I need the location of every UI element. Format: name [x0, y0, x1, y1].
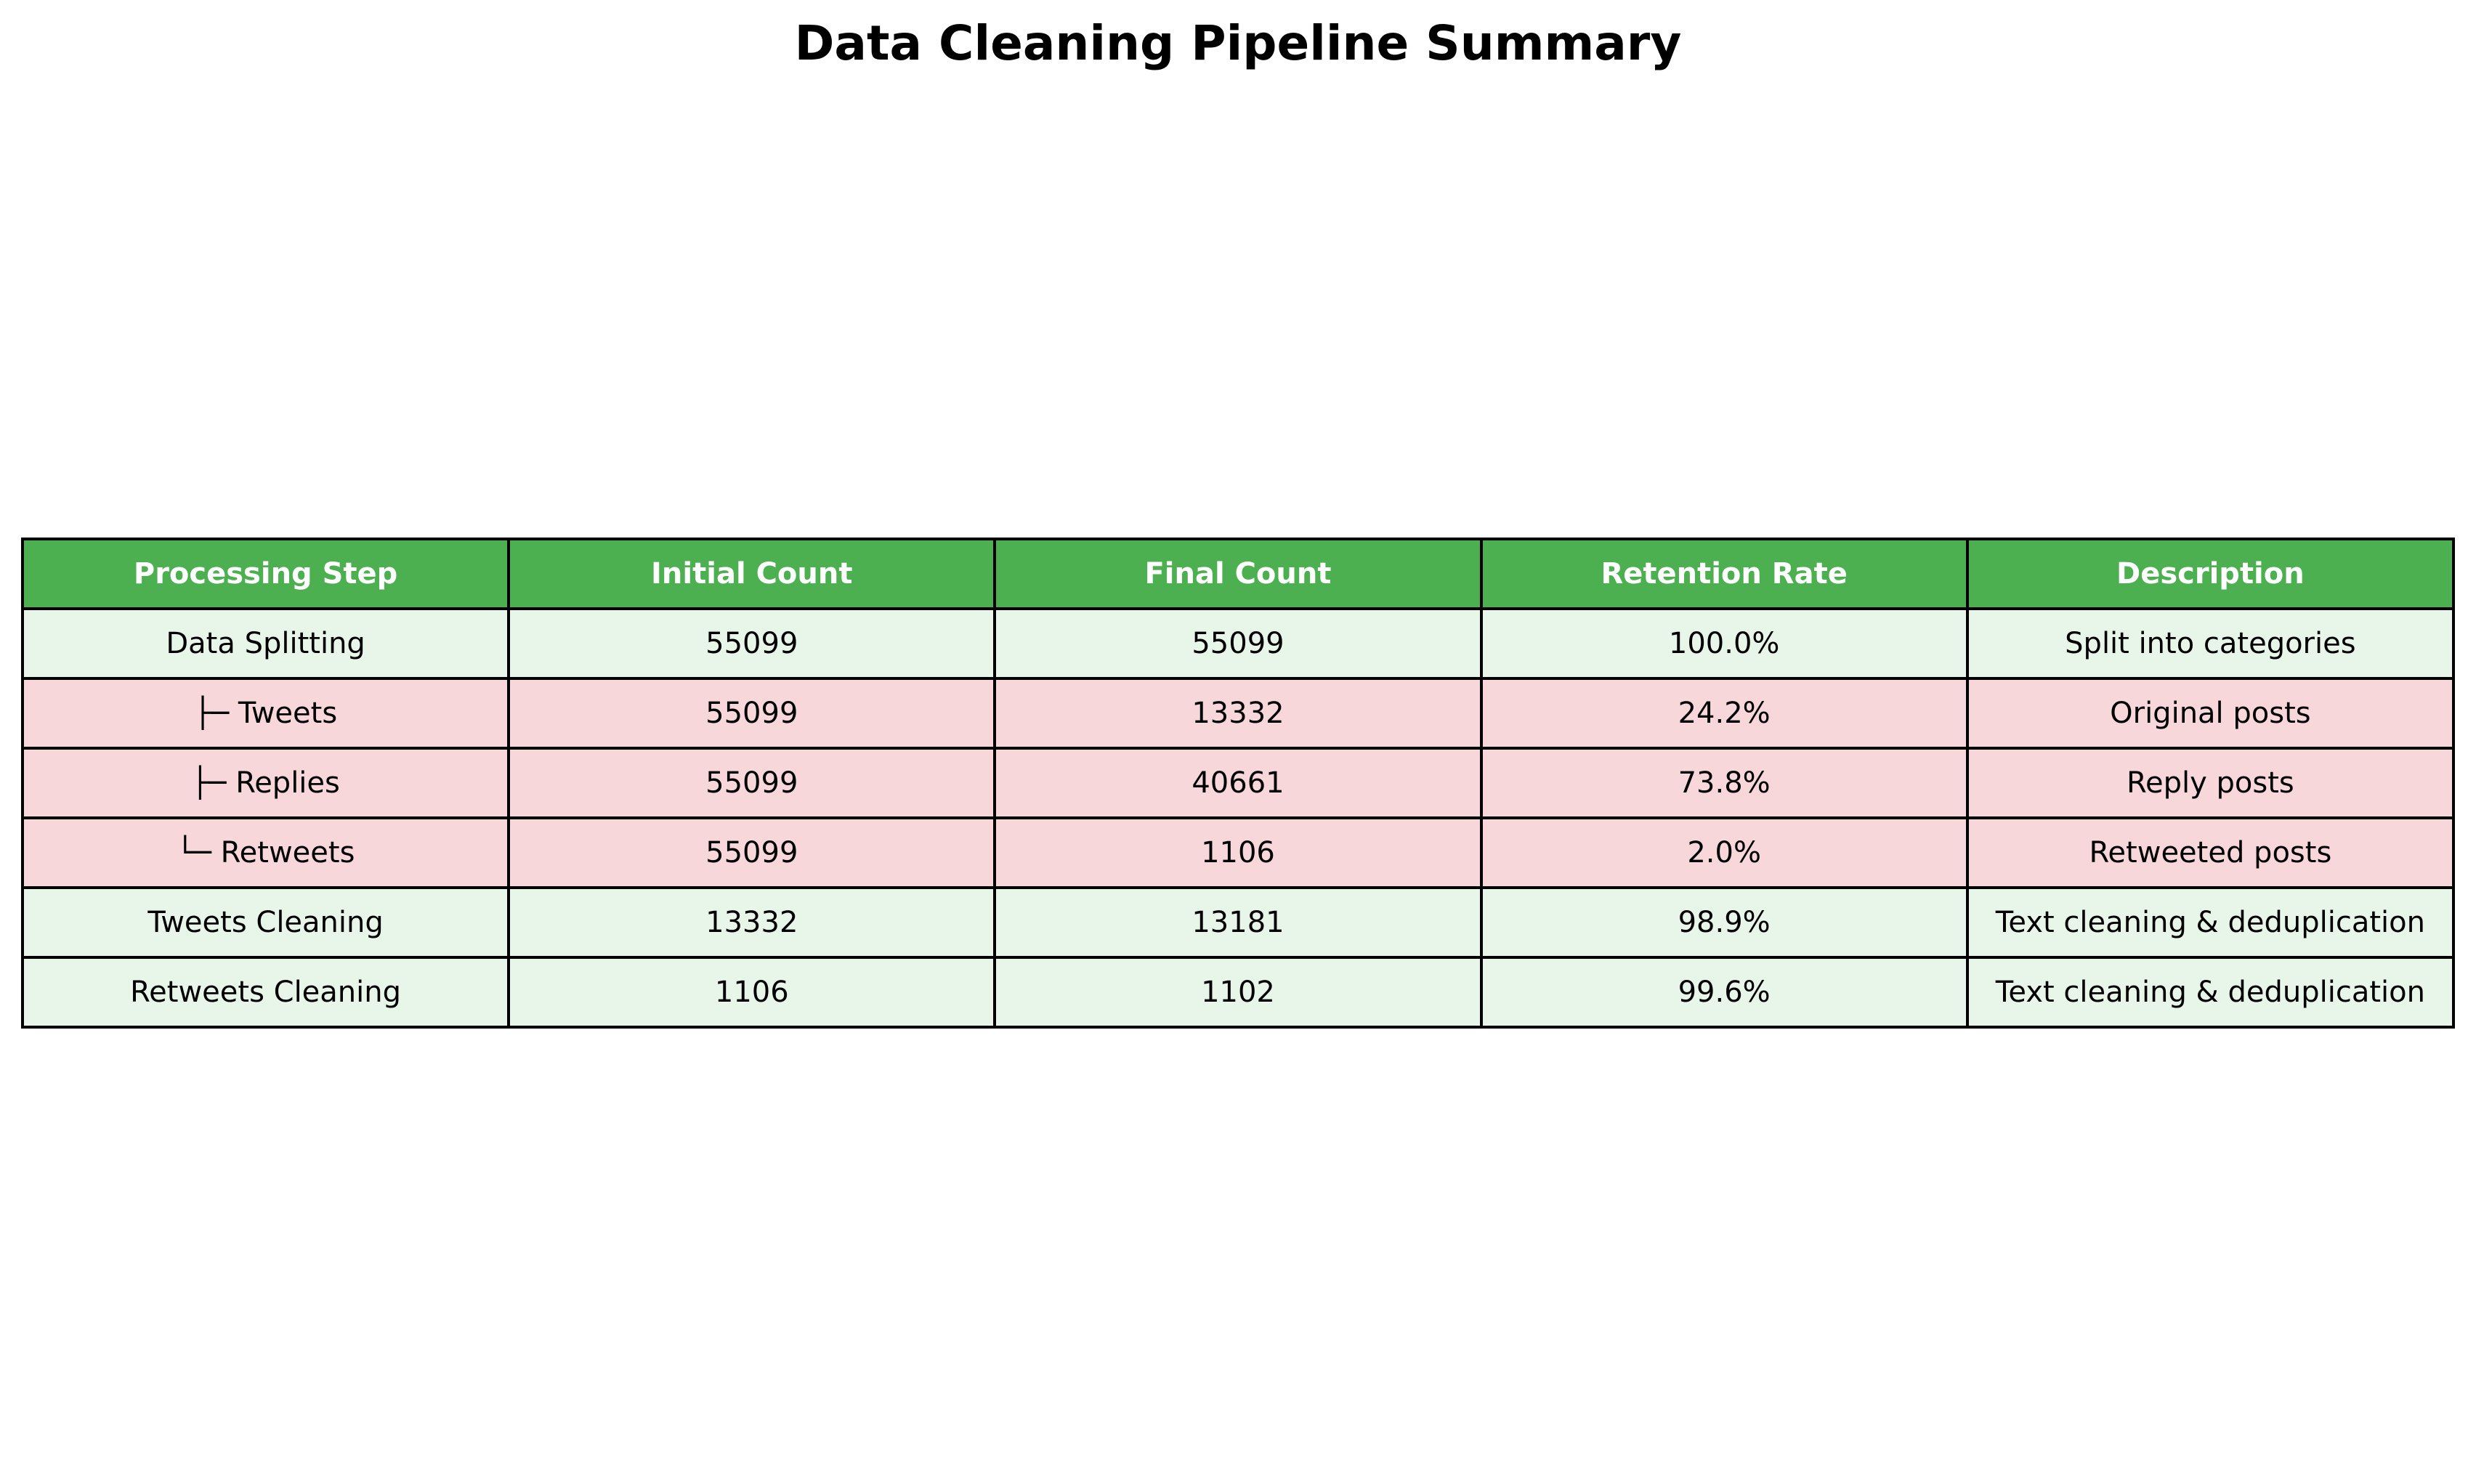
cell-initial-count: 13332 [507, 886, 997, 959]
cell-retention-rate: 24.2% [1479, 677, 1969, 750]
cell-final-count: 13332 [993, 677, 1483, 750]
header-description: Description [1965, 538, 2456, 610]
header-retention-rate: Retention Rate [1479, 538, 1969, 610]
pipeline-table-container: Processing Step Initial Count Final Coun… [20, 538, 2456, 1029]
cell-initial-count: 55099 [507, 747, 997, 819]
cell-description: Text cleaning & deduplication [1965, 886, 2456, 959]
table-row: └─ Retweets 55099 1106 2.0% Retweeted po… [20, 816, 2456, 889]
table-row: Retweets Cleaning 1106 1102 99.6% Text c… [20, 956, 2456, 1029]
cell-processing-step: ├─ Replies [20, 747, 511, 819]
cell-retention-rate: 99.6% [1479, 956, 1969, 1029]
header-processing-step: Processing Step [20, 538, 511, 610]
cell-final-count: 13181 [993, 886, 1483, 959]
cell-retention-rate: 2.0% [1479, 816, 1969, 889]
cell-description: Text cleaning & deduplication [1965, 956, 2456, 1029]
table-row: Data Splitting 55099 55099 100.0% Split … [20, 607, 2456, 680]
cell-processing-step: ├─ Tweets [20, 677, 511, 750]
cell-description: Retweeted posts [1965, 816, 2456, 889]
header-initial-count: Initial Count [507, 538, 997, 610]
cell-retention-rate: 98.9% [1479, 886, 1969, 959]
cell-retention-rate: 100.0% [1479, 607, 1969, 680]
cell-initial-count: 55099 [507, 816, 997, 889]
cell-initial-count: 55099 [507, 677, 997, 750]
cell-processing-step: Tweets Cleaning [20, 886, 511, 959]
cell-processing-step: Data Splitting [20, 607, 511, 680]
cell-retention-rate: 73.8% [1479, 747, 1969, 819]
cell-description: Reply posts [1965, 747, 2456, 819]
cell-description: Split into categories [1965, 607, 2456, 680]
table-row: Tweets Cleaning 13332 13181 98.9% Text c… [20, 886, 2456, 959]
cell-processing-step: └─ Retweets [20, 816, 511, 889]
cell-initial-count: 55099 [507, 607, 997, 680]
table-row: ├─ Tweets 55099 13332 24.2% Original pos… [20, 677, 2456, 750]
pipeline-summary-table: Processing Step Initial Count Final Coun… [20, 538, 2456, 1029]
cell-final-count: 55099 [993, 607, 1483, 680]
table-row: ├─ Replies 55099 40661 73.8% Reply posts [20, 747, 2456, 819]
cell-final-count: 40661 [993, 747, 1483, 819]
cell-processing-step: Retweets Cleaning [20, 956, 511, 1029]
chart-title: Data Cleaning Pipeline Summary [794, 15, 1682, 71]
header-final-count: Final Count [993, 538, 1483, 610]
cell-description: Original posts [1965, 677, 2456, 750]
cell-initial-count: 1106 [507, 956, 997, 1029]
table-header-row: Processing Step Initial Count Final Coun… [20, 538, 2456, 610]
cell-final-count: 1102 [993, 956, 1483, 1029]
cell-final-count: 1106 [993, 816, 1483, 889]
